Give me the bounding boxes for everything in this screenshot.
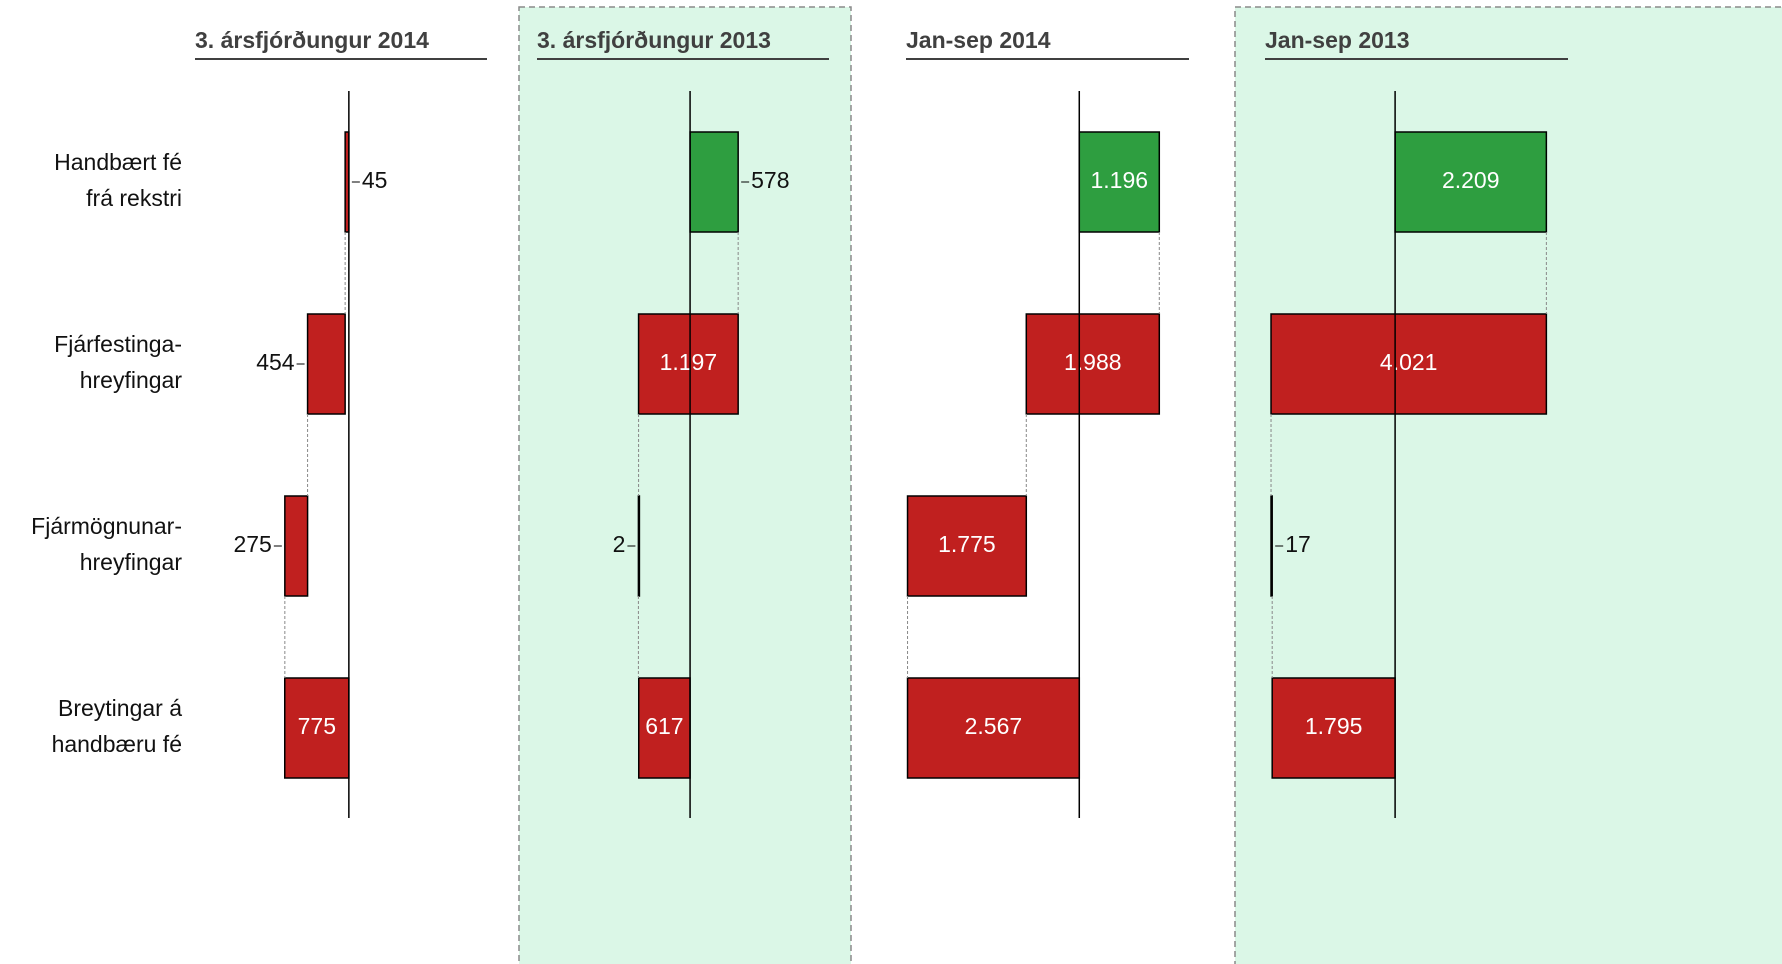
bar — [1271, 677, 1396, 779]
category-label: hreyfingar — [80, 549, 183, 575]
value-label: 1.988 — [1064, 349, 1122, 375]
bar — [637, 495, 641, 597]
bar — [906, 495, 1028, 597]
panel-background — [518, 6, 852, 964]
value-label: 775 — [298, 713, 336, 739]
category-label: frá rekstri — [86, 185, 182, 211]
category-label: Handbært fé — [54, 149, 182, 175]
value-label: 1.775 — [938, 531, 996, 557]
bar — [637, 677, 691, 779]
panel-title: Jan-sep 2013 — [1265, 27, 1409, 53]
value-label: 17 — [1285, 531, 1311, 557]
value-label: 2.567 — [965, 713, 1023, 739]
bar — [1025, 313, 1161, 415]
value-label: 2 — [613, 531, 626, 557]
bar — [306, 313, 346, 415]
bar — [689, 131, 739, 233]
category-label: Fjármögnunar- — [31, 513, 182, 539]
category-label: Fjárfestinga- — [54, 331, 182, 357]
category-label: hreyfingar — [80, 367, 183, 393]
panel-title: 3. ársfjórðungur 2014 — [195, 27, 429, 53]
value-label: 1.197 — [660, 349, 718, 375]
bar — [284, 677, 350, 779]
category-label: handbæru fé — [52, 731, 182, 757]
panel-title: 3. ársfjórðungur 2013 — [537, 27, 771, 53]
value-label: 617 — [645, 713, 683, 739]
value-label: 1.795 — [1305, 713, 1363, 739]
category-label: Breytingar á — [58, 695, 182, 721]
bar — [1270, 495, 1273, 597]
bar — [1270, 313, 1548, 415]
bar — [1394, 131, 1548, 233]
value-label: 275 — [233, 531, 271, 557]
bar — [637, 313, 739, 415]
bar — [284, 495, 309, 597]
panel-title: Jan-sep 2014 — [906, 27, 1051, 53]
value-label: 45 — [362, 167, 388, 193]
value-label: 454 — [256, 349, 295, 375]
value-label: 2.209 — [1442, 167, 1500, 193]
value-label: 4.021 — [1380, 349, 1438, 375]
value-label: 1.196 — [1091, 167, 1149, 193]
value-label: 578 — [751, 167, 789, 193]
